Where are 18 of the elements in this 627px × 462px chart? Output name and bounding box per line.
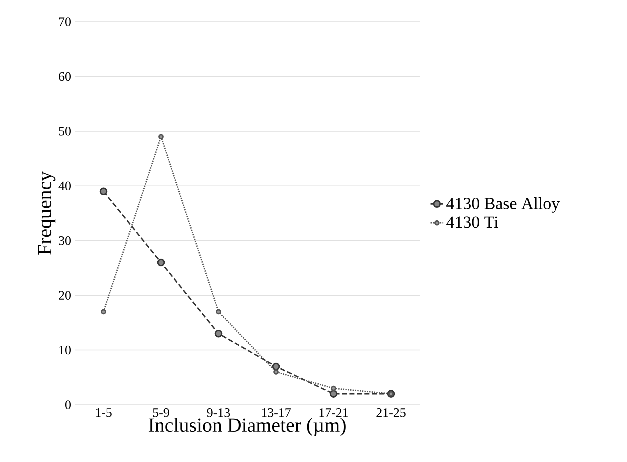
legend-label: 4130 Ti xyxy=(446,216,498,228)
y-tick-label: 60 xyxy=(59,72,71,82)
x-tick-label: 1-5 xyxy=(96,408,112,418)
y-tick-label: 40 xyxy=(58,182,71,191)
x-tick-label: 13-17 xyxy=(262,408,291,418)
legend-label: 4130 Base Alloy xyxy=(446,198,560,213)
x-tick-label: 9-13 xyxy=(207,408,230,418)
y-axis-title: Frequency xyxy=(38,172,56,255)
x-tick-label: 5-9 xyxy=(153,408,170,418)
y-tick-label: 30 xyxy=(59,236,71,246)
x-tick-label: 17-21 xyxy=(320,408,348,418)
x-tick-label: 21-25 xyxy=(376,408,406,418)
y-tick-label: 10 xyxy=(60,346,71,355)
y-tick-label: 20 xyxy=(59,291,71,300)
y-tick-label: 0 xyxy=(66,400,71,410)
y-tick-label: 70 xyxy=(59,18,71,26)
y-tick-label: 50 xyxy=(59,127,71,136)
x-axis-title: Inclusion Diameter (µm) xyxy=(148,418,346,436)
